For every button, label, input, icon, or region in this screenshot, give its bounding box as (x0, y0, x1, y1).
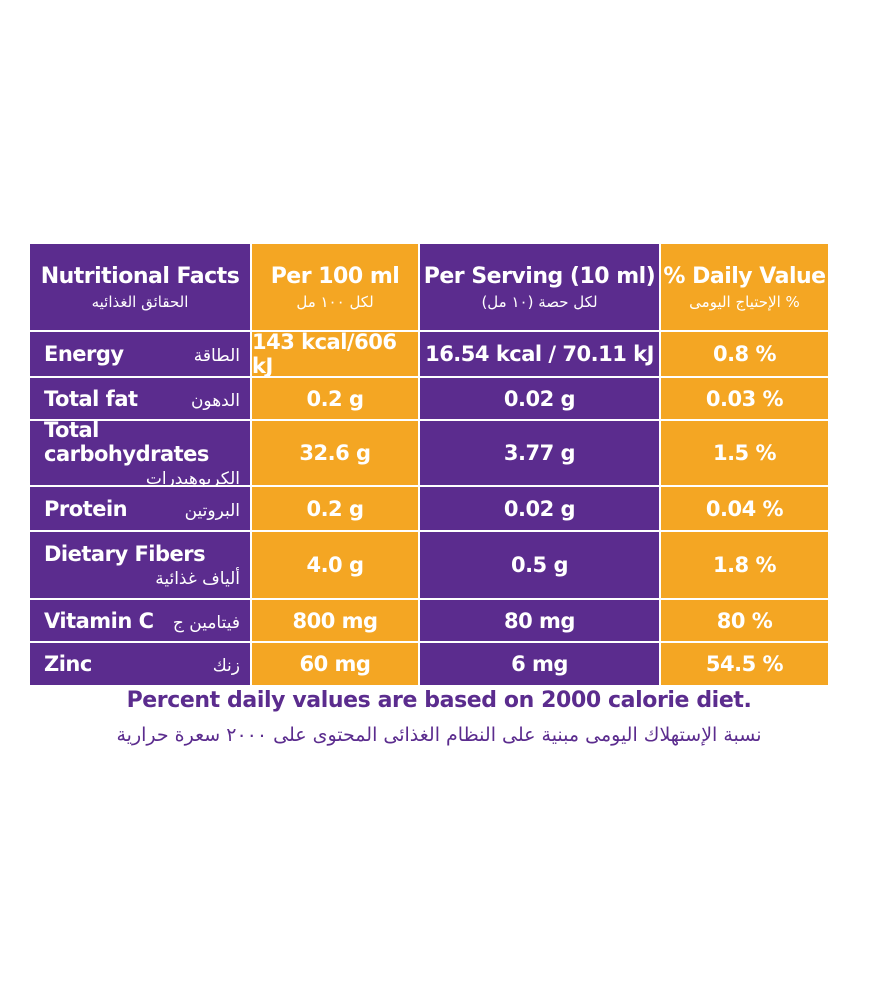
footer-note-en: Percent daily values are based on 2000 c… (126, 688, 752, 713)
cell-per100: 0.2 g (252, 378, 420, 419)
cell-daily: 54.5 % (661, 643, 828, 685)
nutrient-name-en: Total fat (44, 386, 138, 411)
header-daily-value: % Daily Value % الإحتياج اليومى (661, 244, 828, 330)
value-serving: 0.02 g (503, 386, 576, 411)
cell-serving: 0.02 g (420, 487, 661, 530)
value-serving: 0.5 g (510, 553, 569, 577)
header-col2-ar: لكل ١٠٠ مل (296, 292, 374, 311)
nutrient-name-en: Total carbohydrates (44, 417, 209, 466)
nutrient-name-ar: ألياف غذائية (155, 568, 240, 589)
value-serving: 80 mg (504, 608, 575, 633)
nutrient-name-en: Dietary Fibers (44, 541, 206, 566)
row-name-total-carbohydrates: Total carbohydrates الكربوهيدرات (30, 417, 252, 489)
header-col1-ar: الحقائق الغذائيه (91, 292, 189, 311)
nutrient-name-ar: الكربوهيدرات (145, 468, 240, 489)
cell-daily: 1.8 % (661, 532, 828, 598)
nutrient-name-en: Zinc (44, 652, 92, 676)
footer-note-ar: نسبة الإستهلاك اليومى مبنية على النظام ا… (116, 724, 762, 746)
header-per-serving: Per Serving (10 ml) لكل حصة (١٠ مل) (420, 244, 661, 330)
row-name-vitamin-c: Vitamin C فيتامين ج (30, 600, 252, 641)
header-col4-en: % Daily Value (663, 263, 826, 289)
cell-serving: 6 mg (420, 643, 661, 685)
value-per100: 4.0 g (306, 553, 364, 577)
nutrient-name-en: Vitamin C (44, 608, 154, 633)
nutrient-name-en: Protein (44, 496, 128, 521)
value-daily: 1.5 % (712, 441, 777, 465)
value-serving: 0.02 g (503, 496, 576, 521)
row-name-energy: Energy الطاقة (30, 332, 252, 376)
header-col4-ar: % الإحتياج اليومى (689, 292, 800, 311)
cell-daily: 0.8 % (661, 332, 828, 376)
cell-daily: 0.03 % (661, 378, 828, 419)
cell-daily: 1.5 % (661, 421, 828, 485)
cell-daily: 0.04 % (661, 487, 828, 530)
header-nutritional-facts: Nutritional Facts الحقائق الغذائيه (30, 244, 252, 330)
cell-serving: 0.5 g (420, 532, 661, 598)
value-per100: 60 mg (299, 652, 371, 676)
nutrient-name-ar: زنك (212, 656, 240, 676)
nutrient-name-ar: الطاقة (193, 346, 240, 366)
cell-per100: 800 mg (252, 600, 420, 641)
nutrient-name-ar: البروتين (184, 500, 240, 521)
cell-per100: 143 kcal/606 kJ (252, 330, 420, 378)
row-name-dietary-fibers: Dietary Fibers ألياف غذائية (30, 532, 252, 598)
nutrient-name-en: Energy (44, 342, 124, 366)
nutrition-facts-table: Nutritional Facts الحقائق الغذائيه Per 1… (30, 244, 828, 685)
cell-per100: 32.6 g (252, 421, 420, 485)
value-serving: 6 mg (511, 652, 568, 676)
value-per100: 0.2 g (306, 496, 364, 521)
cell-serving: 80 mg (420, 600, 661, 641)
value-daily: 1.8 % (712, 553, 777, 577)
value-daily: 80 % (716, 608, 773, 633)
value-serving: 16.54 kcal / 70.11 kJ (425, 342, 654, 366)
value-daily: 0.8 % (712, 342, 777, 366)
header-col3-ar: لكل حصة (١٠ مل) (481, 292, 598, 311)
header-col1-en: Nutritional Facts (40, 263, 240, 289)
value-serving: 3.77 g (503, 441, 576, 465)
row-name-total-fat: Total fat الدهون (30, 378, 252, 419)
value-per100: 143 kcal/606 kJ (252, 330, 397, 378)
nutrient-name-ar: الدهون (190, 390, 240, 411)
cell-per100: 4.0 g (252, 532, 420, 598)
value-daily: 54.5 % (705, 652, 784, 676)
cell-daily: 80 % (661, 600, 828, 641)
cell-serving: 0.02 g (420, 378, 661, 419)
row-name-zinc: Zinc زنك (30, 643, 252, 685)
value-per100: 0.2 g (306, 386, 364, 411)
value-daily: 0.04 % (705, 496, 784, 521)
cell-per100: 60 mg (252, 643, 420, 685)
value-per100: 32.6 g (299, 441, 371, 465)
header-col3-en: Per Serving (10 ml) (423, 263, 656, 289)
header-col2-en: Per 100 ml (270, 263, 400, 289)
value-per100: 800 mg (292, 608, 378, 633)
cell-serving: 3.77 g (420, 421, 661, 485)
nutrient-name-ar: فيتامين ج (172, 612, 240, 633)
value-daily: 0.03 % (705, 386, 784, 411)
cell-serving: 16.54 kcal / 70.11 kJ (420, 332, 661, 376)
cell-per100: 0.2 g (252, 487, 420, 530)
row-name-protein: Protein البروتين (30, 487, 252, 530)
header-per-100ml: Per 100 ml لكل ١٠٠ مل (252, 244, 420, 330)
